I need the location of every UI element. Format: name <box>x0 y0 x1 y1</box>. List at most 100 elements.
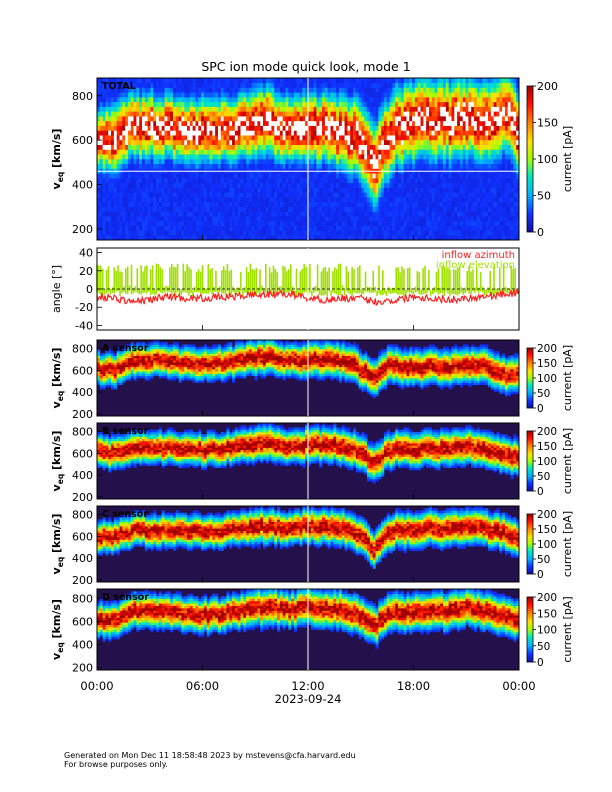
heatmap-cell <box>338 235 343 241</box>
heatmap-cell <box>111 230 115 236</box>
heatmap-cell <box>170 78 174 84</box>
heatmap-cell <box>206 206 210 212</box>
heatmap-cell <box>364 178 368 184</box>
heatmap-cell <box>420 192 424 198</box>
heatmap-cell <box>443 120 447 126</box>
heatmap-cell <box>262 235 267 241</box>
heatmap-cell <box>465 149 469 155</box>
heatmap-cell <box>350 225 354 231</box>
heatmap-cell <box>279 116 283 122</box>
heatmap-cell <box>181 106 185 112</box>
heatmap-cell <box>184 206 188 212</box>
heatmap-cell <box>434 216 438 222</box>
heatmap-cell <box>333 216 337 222</box>
heatmap-cell <box>465 220 469 226</box>
heatmap-cell <box>175 120 179 126</box>
heatmap-cell <box>215 139 219 145</box>
heatmap-cell <box>139 201 143 207</box>
heatmap-cell <box>299 139 303 145</box>
heatmap-cell <box>336 82 340 88</box>
heatmap-cell <box>333 87 337 93</box>
heatmap-cell <box>153 211 157 217</box>
heatmap-cell <box>504 120 509 126</box>
heatmap-cell <box>147 225 151 231</box>
heatmap-cell <box>499 78 503 84</box>
heatmap-cell <box>122 120 126 126</box>
heatmap-cell <box>285 154 289 160</box>
heatmap-cell <box>428 154 433 160</box>
heatmap-cell <box>285 82 289 88</box>
heatmap-cell <box>172 159 177 165</box>
heatmap-cell <box>102 111 106 117</box>
heatmap-cell <box>412 173 416 179</box>
heatmap-cell <box>417 211 421 217</box>
heatmap-cell <box>507 97 511 103</box>
heatmap-cell <box>97 144 101 150</box>
heatmap-cell <box>451 187 455 193</box>
heatmap-cell <box>260 154 264 160</box>
heatmap-cell <box>175 235 179 241</box>
heatmap-cell <box>496 116 500 122</box>
heatmap-cell <box>144 182 148 188</box>
heatmap-cell <box>189 120 193 126</box>
heatmap-cell <box>232 144 236 150</box>
heatmap-cell <box>212 144 216 150</box>
heatmap-cell <box>133 78 137 84</box>
heatmap-cell <box>187 111 191 117</box>
heatmap-cell <box>172 182 177 188</box>
heatmap-cell <box>195 92 199 98</box>
heatmap-cell <box>203 182 208 188</box>
heatmap-cell <box>156 211 160 217</box>
heatmap-cell <box>496 230 500 236</box>
heatmap-cell <box>431 130 435 136</box>
heatmap-cell <box>395 101 399 107</box>
heatmap-cell <box>119 144 123 150</box>
heatmap-cell <box>412 163 416 169</box>
heatmap-cell <box>260 106 264 112</box>
heatmap-cell <box>372 235 376 241</box>
heatmap-cell <box>386 154 390 160</box>
heatmap-cell <box>147 149 151 155</box>
heatmap-cell <box>170 230 174 236</box>
heatmap-cell <box>113 135 117 141</box>
heatmap-cell <box>471 220 475 226</box>
heatmap-cell <box>212 116 216 122</box>
heatmap-cell <box>440 97 444 103</box>
heatmap-cell <box>125 87 129 93</box>
heatmap-cell <box>254 216 258 222</box>
heatmap-cell <box>102 211 106 217</box>
heatmap-cell <box>316 125 320 131</box>
heatmap-cell <box>336 173 340 179</box>
heatmap-cell <box>414 125 419 131</box>
heatmap-cell <box>336 120 340 126</box>
heatmap-cell <box>206 201 210 207</box>
heatmap-cell <box>136 211 140 217</box>
heatmap-cell <box>192 163 196 169</box>
heatmap-cell <box>127 192 132 198</box>
heatmap-cell <box>350 159 354 165</box>
heatmap-cell <box>130 87 134 93</box>
heatmap-cell <box>206 220 210 226</box>
heatmap-cell <box>330 87 334 93</box>
heatmap-cell <box>457 163 461 169</box>
heatmap-cell <box>302 101 306 107</box>
heatmap-cell <box>465 154 469 160</box>
heatmap-cell <box>136 206 140 212</box>
heatmap-cell <box>319 144 323 150</box>
heatmap-cell <box>333 135 337 141</box>
heatmap-cell <box>327 130 331 136</box>
heatmap-cell <box>457 125 461 131</box>
heatmap-cell <box>490 92 494 98</box>
heatmap-cell <box>451 101 455 107</box>
heatmap-cell <box>302 220 306 226</box>
heatmap-cell <box>251 97 255 103</box>
heatmap-cell <box>350 230 354 236</box>
heatmap-cell <box>156 78 160 84</box>
heatmap-cell <box>313 111 317 117</box>
heatmap-cell <box>257 78 261 84</box>
heatmap-cell <box>125 82 129 88</box>
heatmap-cell <box>113 87 117 93</box>
heatmap-cell <box>178 182 182 188</box>
heatmap-cell <box>414 82 419 88</box>
heatmap-cell <box>333 235 337 241</box>
